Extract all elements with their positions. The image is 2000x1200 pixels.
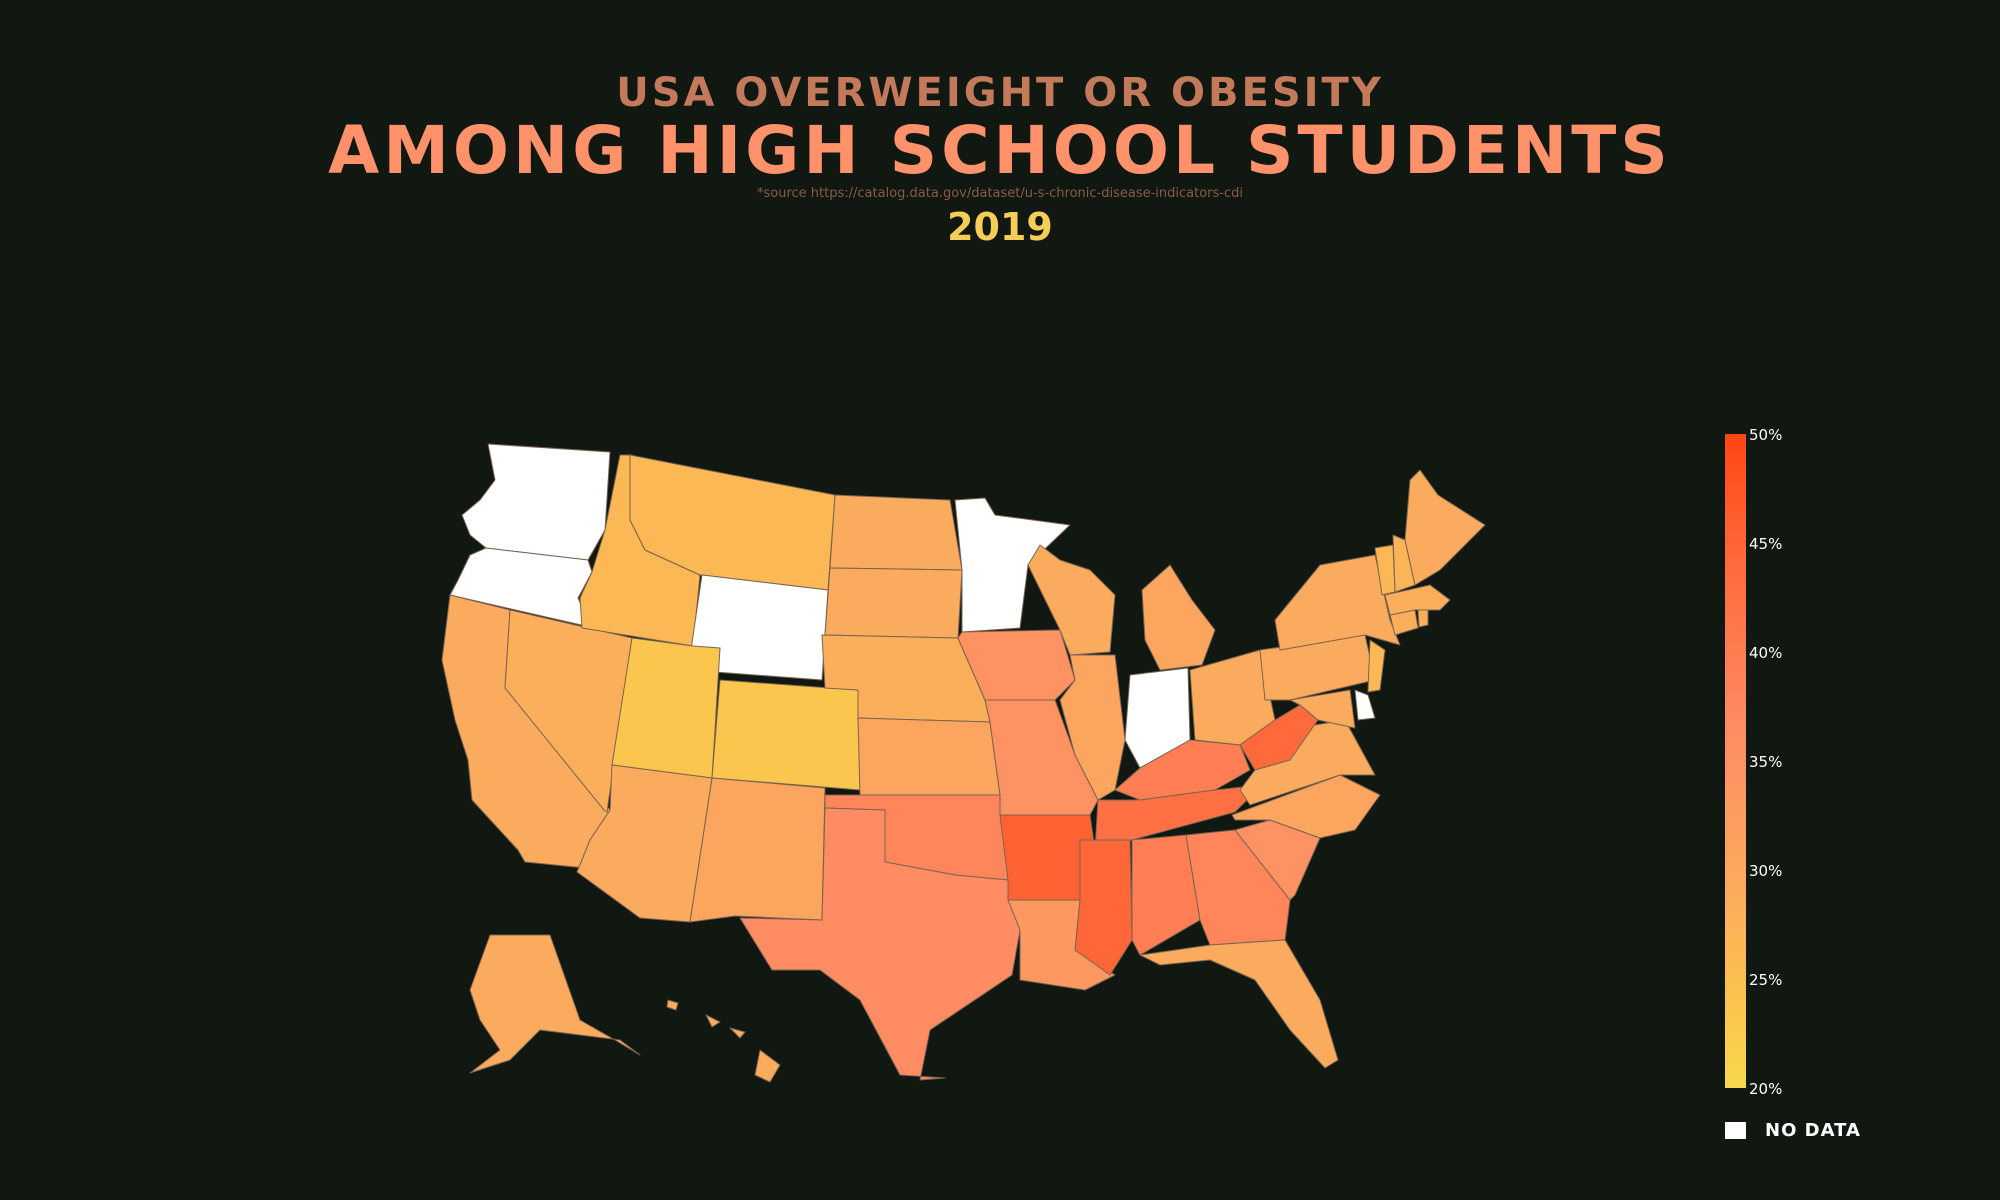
state-ks — [857, 717, 1001, 796]
state-nm — [689, 777, 826, 923]
state-ri — [1417, 607, 1429, 628]
state-md — [1289, 689, 1356, 729]
map-supertitle: USA OVERWEIGHT OR OBESITY — [616, 70, 1384, 116]
state-ms — [1074, 839, 1133, 976]
state-co — [711, 679, 861, 791]
state-nc — [1231, 774, 1381, 839]
state-fl — [1139, 939, 1339, 1069]
legend-tick: 35% — [1749, 753, 1783, 771]
state-wa — [461, 443, 611, 561]
legend-tick: 40% — [1749, 644, 1783, 662]
no-data-label: NO DATA — [1765, 1120, 1861, 1141]
color-scale-bar — [1725, 434, 1746, 1088]
legend-tick: 30% — [1749, 862, 1783, 880]
state-ak — [469, 934, 641, 1074]
year-label: 2019 — [947, 205, 1053, 249]
state-tx — [739, 807, 1021, 1081]
state-me — [1404, 469, 1486, 586]
source-note: *source https://catalog.data.gov/dataset… — [757, 186, 1243, 201]
state-pa — [1259, 634, 1376, 701]
state-nd — [829, 494, 963, 571]
state-wy — [687, 574, 829, 681]
state-al — [1131, 834, 1201, 956]
state-sc — [1234, 819, 1321, 901]
state-ma — [1384, 584, 1451, 616]
legend-tick: 45% — [1749, 535, 1783, 553]
state-wi — [1027, 544, 1116, 656]
state-de — [1354, 689, 1376, 721]
map-title: AMONG HIGH SCHOOL STUDENTS — [328, 112, 1672, 189]
state-hi — [666, 999, 781, 1083]
legend-tick: 25% — [1749, 971, 1783, 989]
state-nj — [1367, 639, 1386, 693]
state-mi — [1141, 564, 1216, 671]
state-ut — [611, 637, 721, 779]
state-nv — [504, 609, 633, 813]
legend-tick: 20% — [1749, 1080, 1783, 1098]
state-sd — [824, 567, 963, 639]
no-data-swatch — [1725, 1122, 1746, 1139]
legend-tick: 50% — [1749, 426, 1783, 444]
